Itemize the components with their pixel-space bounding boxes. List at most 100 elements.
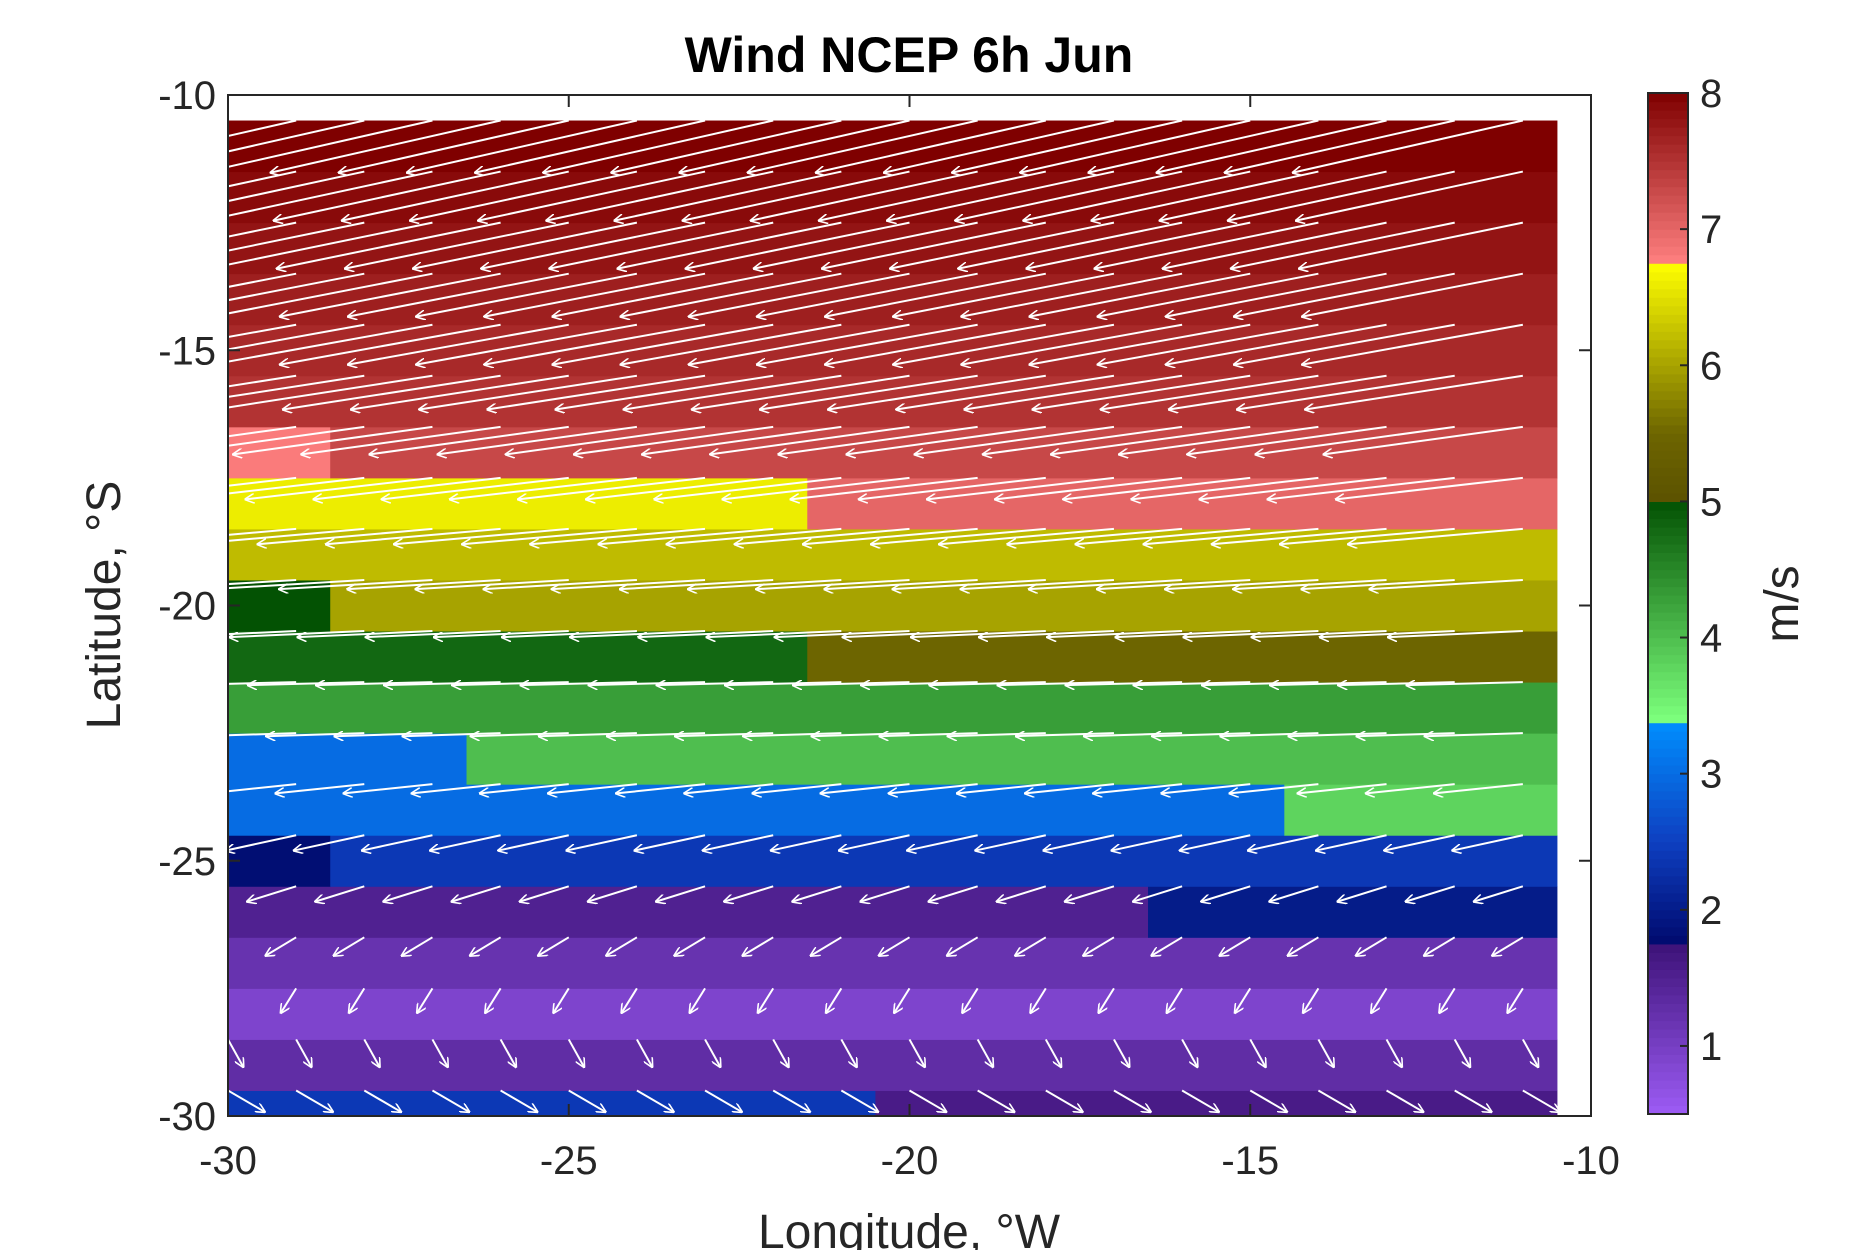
wind-arrow xyxy=(1131,476,1319,499)
wind-arrow xyxy=(450,476,638,499)
wind-arrow xyxy=(1249,1089,1287,1111)
wind-arrow xyxy=(228,272,433,315)
wind-arrow xyxy=(635,834,706,850)
wind-arrow xyxy=(383,885,433,901)
wind-arrow xyxy=(675,733,774,736)
colorbar-step xyxy=(1648,271,1688,281)
wind-arrow xyxy=(1370,578,1523,589)
wind-arrow xyxy=(407,119,638,173)
wind-arrow xyxy=(1029,272,1251,317)
wind-arrow xyxy=(1366,783,1455,793)
colorbar-step xyxy=(1648,841,1688,851)
wind-arrow xyxy=(1091,170,1319,221)
wind-arrow xyxy=(1439,987,1456,1013)
wind-arrow xyxy=(549,221,774,269)
wind-arrow xyxy=(725,682,842,685)
wind-arrow xyxy=(1384,834,1455,850)
wind-arrow xyxy=(1093,783,1183,793)
speed-cell xyxy=(228,273,1558,326)
colorbar-step xyxy=(1648,1096,1688,1107)
wind-arrow xyxy=(1144,527,1319,544)
wind-arrow xyxy=(481,221,706,269)
wind-arrow xyxy=(1112,834,1183,850)
speed-cell xyxy=(1284,784,1558,836)
colorbar-step xyxy=(1648,552,1688,562)
wind-arrow xyxy=(860,885,910,901)
colorbar-step xyxy=(1648,977,1688,987)
wind-arrow xyxy=(430,834,501,850)
wind-arrow xyxy=(1220,733,1319,736)
wind-arrow xyxy=(228,323,365,351)
colorbar-step xyxy=(1648,594,1688,605)
colorbar-step xyxy=(1648,1062,1688,1073)
wind-arrow xyxy=(265,936,297,955)
colorbar-step xyxy=(1648,935,1688,945)
wind-arrow xyxy=(552,323,774,365)
wind-arrow xyxy=(760,374,978,410)
wind-arrow xyxy=(1453,1038,1470,1067)
colorbar-step xyxy=(1648,110,1688,120)
wind-arrow xyxy=(315,885,365,901)
wind-arrow xyxy=(772,1038,788,1067)
wind-arrow xyxy=(1386,1089,1424,1111)
colorbar-step xyxy=(1648,450,1688,460)
wind-arrow xyxy=(248,682,365,685)
colorbar-step xyxy=(1648,697,1688,707)
wind-arrow xyxy=(879,936,911,955)
wind-arrow xyxy=(1152,733,1251,736)
speed-cell xyxy=(330,426,1558,479)
wind-arrow xyxy=(751,170,978,221)
wind-arrow xyxy=(598,527,774,544)
wind-arrow xyxy=(654,476,842,499)
wind-arrow xyxy=(228,374,365,398)
colorbar-step xyxy=(1648,765,1688,775)
wind-arrow xyxy=(908,1089,947,1111)
wind-arrow xyxy=(893,323,1115,365)
colorbar-step xyxy=(1648,365,1688,375)
wind-arrow xyxy=(822,221,1047,269)
wind-arrow xyxy=(743,936,774,955)
wind-arrow xyxy=(228,120,229,122)
speed-cell xyxy=(228,1090,876,1116)
wind-arrow xyxy=(621,323,842,365)
colorbar-step xyxy=(1648,960,1688,970)
wind-arrow xyxy=(1202,682,1319,685)
wind-arrow xyxy=(825,323,1046,365)
wind-arrow xyxy=(589,682,706,685)
wind-arrow xyxy=(1302,272,1524,317)
y-tick-label: -15 xyxy=(158,329,216,373)
y-tick-label: -25 xyxy=(158,840,216,884)
wind-arrow xyxy=(1522,1089,1560,1111)
wind-arrow xyxy=(1098,323,1319,365)
x-tick-label: -10 xyxy=(1562,1139,1620,1183)
colorbar-step xyxy=(1648,118,1688,128)
wind-arrow xyxy=(939,527,1115,544)
wind-arrow xyxy=(889,783,978,793)
wind-arrow xyxy=(1015,936,1047,955)
colorbar-step xyxy=(1648,986,1688,996)
colorbar-step xyxy=(1648,952,1688,962)
colorbar-step xyxy=(1648,501,1688,511)
colorbar-step xyxy=(1648,1037,1688,1047)
wind-arrow xyxy=(326,527,501,544)
colorbar-step xyxy=(1648,484,1688,494)
wind-arrow xyxy=(1288,936,1319,955)
wind-arrow xyxy=(363,1038,379,1067)
wind-arrow xyxy=(431,1038,447,1067)
wind-arrow xyxy=(977,1089,1015,1111)
wind-arrow xyxy=(1169,374,1387,410)
wind-arrow xyxy=(1225,119,1455,173)
wind-arrow xyxy=(301,425,501,455)
wind-arrow xyxy=(1016,733,1114,736)
x-tick-label: -25 xyxy=(540,1139,598,1183)
wind-arrow xyxy=(228,732,297,737)
wind-arrow xyxy=(952,119,1183,173)
wind-arrow xyxy=(757,323,978,365)
x-axis-label: Longitude, °W xyxy=(758,1206,1061,1250)
colorbar-step xyxy=(1648,994,1688,1004)
colorbar-tick-label: 6 xyxy=(1700,344,1722,388)
wind-arrow xyxy=(1234,323,1455,365)
wind-arrow xyxy=(929,885,978,901)
wind-arrow xyxy=(614,170,842,221)
colorbar-step xyxy=(1648,382,1688,392)
